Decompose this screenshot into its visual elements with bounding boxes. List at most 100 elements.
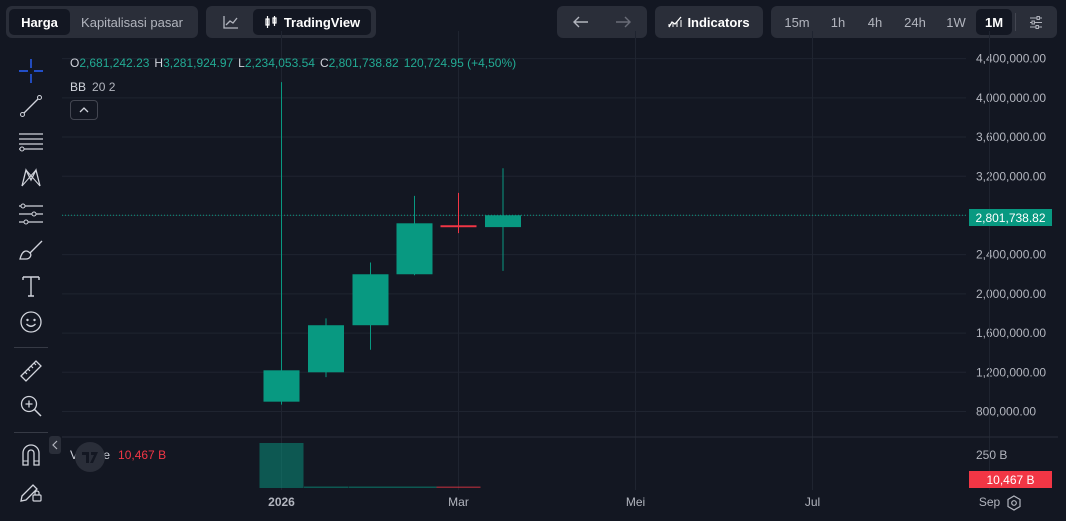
indicators-segment: Indicators (655, 6, 763, 38)
open-key: O (70, 56, 80, 70)
toolbar-separator (14, 347, 48, 348)
timeframe-24h[interactable]: 24h (904, 14, 926, 30)
close-key: C (319, 56, 329, 70)
nav-arrows (557, 6, 647, 38)
line-chart-icon (223, 16, 238, 29)
volume-bar (392, 486, 437, 488)
top-toolbar: Harga Kapitalisasi pasar TradingView Ind… (0, 0, 1066, 44)
high-value: 3,281,924.97 (163, 56, 234, 70)
settings-sliders-icon (1030, 15, 1042, 29)
candle-body (440, 225, 477, 228)
ruler-icon (20, 360, 42, 382)
pencil-lock-icon (20, 484, 42, 502)
brush-icon (19, 240, 43, 260)
volume-tick-label: 250 B (976, 448, 1007, 462)
line-chart-button[interactable] (209, 9, 253, 35)
collapse-toolbar-button[interactable] (49, 436, 61, 454)
forecast-tool[interactable] (16, 199, 46, 229)
toolbar-separator (14, 432, 48, 433)
x-tick-label: Jul (805, 495, 820, 509)
crosshair-tool[interactable] (16, 56, 46, 86)
change-value: 120,724.95 (+4,50%) (403, 56, 517, 70)
chart-style-tabs: TradingView (206, 6, 376, 38)
bb-indicator-legend[interactable]: BB 20 2 (70, 80, 115, 94)
trend-line-tool[interactable] (16, 91, 46, 121)
volume-bar (304, 486, 348, 488)
candle-body (308, 325, 344, 373)
candle-body (263, 370, 300, 402)
ohlc-legend: O 2,681,242.23 H 3,281,924.97 L 2,234,053.5… (70, 56, 521, 70)
y-tick-label: 4,000,000.00 (976, 91, 1046, 105)
tradingview-logo[interactable] (74, 441, 106, 473)
high-key: H (154, 56, 164, 70)
bb-name: BB (70, 80, 87, 94)
timeframe-1m[interactable]: 1M (976, 9, 1012, 35)
magnet-icon (22, 444, 40, 466)
indicators-button[interactable]: Indicators (658, 9, 760, 35)
sliders-icon (19, 203, 43, 225)
horizontal-lines-icon (19, 133, 43, 152)
arrow-left-icon (573, 16, 588, 28)
arrow-right-icon (616, 16, 631, 28)
low-value: 2,234,053.54 (244, 56, 315, 70)
lock-drawings-tool[interactable] (16, 476, 46, 506)
fib-tool[interactable] (16, 127, 46, 157)
current-volume-label: 10,467 B (969, 471, 1052, 488)
open-value: 2,681,242.23 (79, 56, 150, 70)
zoom-tool[interactable] (16, 391, 46, 421)
timeframe-15m[interactable]: 15m (784, 14, 810, 30)
timeframe-tabs: 15m 1h 4h 24h 1W 1M (771, 6, 1057, 38)
x-tick-label: Sep (979, 495, 1001, 509)
volume-bar (348, 486, 393, 488)
tab-price[interactable]: Harga (9, 9, 70, 35)
candle-body (396, 223, 433, 275)
text-icon (22, 276, 40, 297)
current-price-label: 2,801,738.82 (969, 209, 1052, 226)
toolbar-divider (1015, 13, 1016, 31)
y-tick-label: 2,000,000.00 (976, 287, 1046, 301)
y-tick-label: 1,200,000.00 (976, 365, 1046, 379)
y-tick-label: 4,400,000.00 (976, 52, 1046, 66)
candle-body (485, 215, 521, 228)
chart-settings-button[interactable] (1019, 9, 1053, 35)
y-tick-label: 3,200,000.00 (976, 169, 1046, 183)
y-tick-label: 2,400,000.00 (976, 248, 1046, 262)
chevron-left-icon (52, 440, 58, 450)
chevron-up-icon (79, 107, 89, 113)
forward-button[interactable] (602, 9, 644, 35)
low-key: L (238, 56, 245, 70)
indicators-label: Indicators (687, 14, 750, 30)
trend-line-icon (20, 95, 42, 117)
smiley-icon (20, 311, 42, 333)
y-tick-label: 1,600,000.00 (976, 326, 1046, 340)
magnet-tool[interactable] (16, 440, 46, 470)
back-button[interactable] (560, 9, 602, 35)
tradingview-label: TradingView (283, 14, 361, 30)
timeframe-1h[interactable]: 1h (830, 14, 846, 30)
y-tick-label: 800,000.00 (976, 404, 1036, 418)
volume-bar (259, 443, 304, 488)
measure-tool[interactable] (16, 356, 46, 386)
pattern-tool[interactable] (16, 163, 46, 193)
timeframe-4h[interactable]: 4h (867, 14, 883, 30)
scale-settings-icon[interactable] (1006, 495, 1022, 511)
candle-body (352, 274, 389, 326)
tab-market-cap[interactable]: Kapitalisasi pasar (81, 14, 183, 30)
pattern-icon (21, 168, 41, 187)
collapse-legend-button[interactable] (70, 100, 98, 120)
x-tick-label: 2026 (268, 495, 295, 509)
zoom-in-icon (20, 395, 42, 417)
drawing-toolbar (0, 44, 62, 521)
text-tool[interactable] (16, 271, 46, 301)
y-tick-label: 3,600,000.00 (976, 130, 1046, 144)
brush-tool[interactable] (16, 235, 46, 265)
close-value: 2,801,738.82 (328, 56, 399, 70)
data-type-tabs: Harga Kapitalisasi pasar (6, 6, 198, 38)
tradingview-button[interactable]: TradingView (253, 9, 371, 35)
volume-bar (436, 486, 481, 488)
timeframe-1w[interactable]: 1W (946, 14, 966, 30)
emoji-tool[interactable] (16, 307, 46, 337)
crosshair-icon (19, 59, 43, 83)
volume-value: 10,467 B (118, 448, 167, 462)
